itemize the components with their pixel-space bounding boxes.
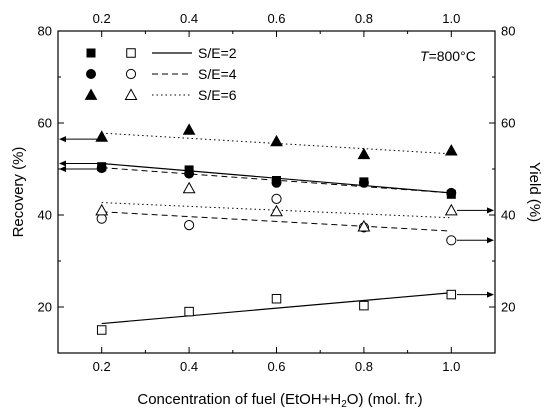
x-tick-label-top: 0.6 (267, 11, 285, 26)
legend-marker-recovery (86, 69, 96, 79)
x-tick-label-top: 0.4 (180, 11, 198, 26)
x-tick-label-bottom: 0.4 (180, 359, 198, 374)
data-point-yield-open-circle (271, 193, 282, 204)
legend-marker-yield (124, 88, 138, 100)
x-tick-label-bottom: 0.6 (267, 359, 285, 374)
x-tick-label-bottom: 0.2 (93, 359, 111, 374)
legend-marker-yield (125, 68, 137, 80)
y-tick-label-right: 20 (501, 300, 515, 315)
data-point-recovery-filled-circle (358, 177, 369, 188)
y-axis-title-left: Recovery (%) (10, 147, 27, 238)
arrow-right-head (487, 207, 494, 214)
fit-line-yield-se4 (101, 211, 452, 232)
fit-line-yield-se2 (101, 292, 452, 325)
data-point-yield-open-square (271, 293, 282, 304)
data-point-yield-open-triangle (357, 219, 371, 232)
arrow-left-head (59, 166, 66, 172)
data-point-recovery-filled-circle (271, 177, 282, 188)
data-point-recovery-filled-circle (96, 163, 107, 174)
legend-marker-recovery (86, 48, 96, 58)
data-point-yield-open-triangle (444, 203, 458, 216)
data-point-yield-open-square (96, 325, 107, 335)
x-tick-label-top: 0.2 (93, 11, 111, 26)
annotation-temperature: T=800°C (420, 48, 476, 64)
y-tick-label-left: 60 (38, 116, 52, 131)
data-point-recovery-filled-circle (184, 168, 195, 179)
x-tick-label-top: 1.0 (442, 11, 460, 26)
arrow-left-head (59, 160, 66, 167)
legend-label: S/E=4 (198, 66, 237, 82)
legend-label: S/E=6 (198, 87, 237, 103)
y-tick-label-left: 80 (38, 24, 52, 39)
x-tick-label-bottom: 1.0 (442, 359, 460, 374)
plot-frame (57, 30, 496, 354)
y-tick-label-left: 20 (38, 300, 52, 315)
arrow-right-head (487, 237, 494, 244)
data-point-yield-open-square (359, 300, 369, 311)
legend-marker-recovery (84, 88, 98, 100)
data-point-yield-open-square (446, 289, 457, 300)
legend-label: S/E=2 (198, 45, 237, 61)
data-point-yield-open-triangle (95, 203, 109, 216)
data-point-recovery-filled-circle (446, 187, 457, 198)
data-point-yield-open-circle (96, 213, 107, 224)
data-point-recovery-filled-triangle (182, 123, 196, 135)
y-tick-label-left: 40 (38, 208, 52, 223)
x-tick-label-bottom: 0.8 (355, 359, 373, 374)
legend-marker-yield (126, 48, 136, 58)
y-tick-label-right: 40 (501, 208, 515, 223)
arrow-left-head (59, 136, 66, 143)
data-point-recovery-filled-triangle (270, 134, 283, 147)
data-point-yield-open-triangle (270, 204, 283, 217)
data-point-yield-open-circle (184, 220, 195, 231)
y-tick-label-right: 60 (501, 116, 515, 131)
data-point-recovery-filled-triangle (95, 130, 109, 142)
y-tick-label-right: 80 (501, 24, 515, 39)
y-axis-title-right: Yield (%) (526, 162, 543, 222)
x-tick-label-top: 0.8 (355, 11, 373, 26)
data-point-recovery-filled-triangle (357, 147, 371, 160)
arrow-right-head (487, 291, 494, 298)
data-point-recovery-filled-triangle (444, 144, 458, 156)
data-point-yield-open-triangle (182, 181, 196, 194)
data-point-yield-open-square (184, 306, 194, 317)
data-point-yield-open-circle (446, 235, 457, 246)
x-axis-title: Concentration of fuel (EtOH+H2O) (mol. f… (137, 391, 422, 410)
